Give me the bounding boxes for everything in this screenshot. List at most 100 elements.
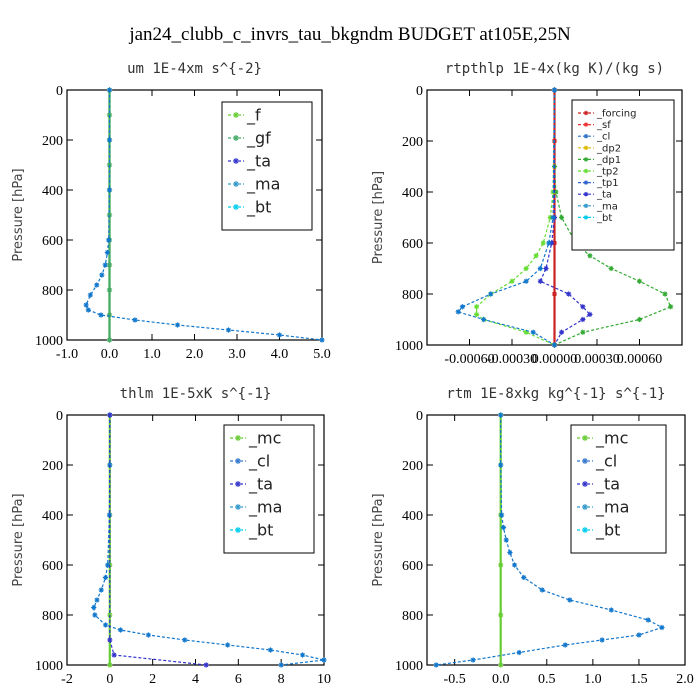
series-point-dp1 (636, 278, 643, 284)
series-point-bt (455, 309, 461, 315)
series-point-bt (106, 137, 113, 143)
y-tick-label: 0 (56, 84, 63, 99)
series-point-ta (203, 662, 209, 668)
series-point-cl (645, 617, 651, 623)
x-tick-label: 0.5 (538, 672, 556, 687)
series-point-gf (106, 287, 113, 293)
x-tick-label: 0.0 (101, 347, 119, 362)
legend-entry: _dp2 (596, 143, 621, 154)
x-tick-label: 0.00030 (574, 352, 620, 367)
legend-entry: _ta (248, 475, 273, 495)
y-tick-label: 600 (42, 559, 63, 574)
series-point-cl (94, 597, 100, 603)
series-point-bt (537, 265, 543, 272)
y-tick-label: 600 (402, 237, 423, 252)
y-tick-label: 800 (402, 288, 423, 303)
series-point-cl (321, 657, 327, 663)
series-point-dp1 (662, 291, 668, 297)
legend-entry: _f (246, 106, 261, 126)
legend-marker (583, 215, 589, 220)
x-tick-label: 2.0 (676, 672, 694, 687)
y-axis-label: Pressure [hPa] (11, 493, 26, 586)
x-tick-label: 6 (235, 672, 242, 687)
series-point-bt (319, 337, 325, 343)
series-point-mc (498, 612, 504, 618)
x-tick-label: -2 (61, 672, 73, 687)
series-point-bt (106, 237, 112, 243)
legend-entry: _ma (248, 498, 282, 518)
legend-entry: _bt (596, 213, 612, 224)
series-point-cl (145, 632, 151, 638)
legend-marker (235, 481, 241, 487)
x-tick-label: -1.0 (56, 347, 78, 362)
legend-marker (583, 168, 589, 174)
series-point-cl (92, 612, 98, 618)
series-point-ta (549, 240, 555, 246)
series-point-cl (299, 652, 306, 658)
x-tick-label: 8 (278, 672, 285, 687)
legend-entry: _ta (246, 152, 271, 172)
series-point-bt (530, 329, 536, 335)
y-tick-label: 0 (416, 84, 423, 99)
series-point-gf (106, 312, 113, 318)
x-tick-label: 0.00060 (617, 352, 663, 367)
legend-entry: _ma (596, 201, 618, 212)
legend-entry: _ta (596, 190, 612, 201)
series-point-ta (587, 311, 593, 317)
y-axis-label: Pressure [hPa] (371, 493, 386, 586)
series-point-forcing (551, 291, 558, 297)
y-tick-label: 1000 (35, 334, 63, 349)
series-point-forcing (551, 240, 558, 246)
legend-marker (583, 157, 589, 162)
panel-4: rtm 1E-8xkg kg^{-1} s^{-1} Pressure [hPa]… (371, 386, 694, 687)
panel-title: thlm 1E-5xK s^{-1} (120, 386, 272, 402)
y-tick-label: 1000 (395, 339, 423, 354)
series-point-tp2 (473, 304, 480, 310)
series-point-gf (106, 337, 113, 343)
series-point-bt (98, 312, 104, 318)
figure-title: jan24_clubb_c_invrs_tau_bkgndm BUDGET at… (128, 24, 571, 45)
series-point-dp1 (636, 316, 643, 323)
legend-entry: _ta (595, 475, 620, 495)
series-point-bt (488, 291, 494, 297)
legend-entry: _cl (595, 452, 617, 472)
legend-entry: _bt (595, 521, 620, 541)
series-point-dp1 (587, 253, 593, 259)
legend-marker (235, 435, 241, 441)
y-tick-label: 200 (42, 459, 63, 474)
y-tick-label: 200 (42, 134, 63, 149)
series-point-bt (551, 342, 558, 348)
x-tick-label: -0.00030 (487, 352, 537, 367)
series-point-bt (104, 249, 110, 256)
legend-marker (583, 110, 589, 116)
series-point-cl (608, 607, 614, 613)
series-point-bt (551, 87, 558, 93)
x-tick-label: 4.0 (271, 347, 289, 362)
legend-box (571, 99, 675, 251)
series-point-mc (498, 562, 504, 568)
series-point-bt (106, 87, 113, 93)
y-tick-label: 200 (402, 459, 423, 474)
series-point-dp1 (608, 265, 614, 272)
legend-entry: _bt (246, 198, 271, 218)
x-tick-label: -0.5 (444, 672, 466, 687)
series-point-tp2 (540, 240, 546, 246)
series-point-bt (481, 316, 487, 323)
x-tick-label: 3.0 (228, 347, 246, 362)
legend-marker (233, 204, 239, 210)
series-point-bt (550, 214, 556, 221)
series-point-cl (278, 662, 284, 668)
series-point-bt (459, 304, 466, 310)
series-point-cl (182, 637, 188, 643)
y-tick-label: 1000 (35, 659, 63, 674)
legend-marker (582, 527, 588, 533)
legend-marker (582, 504, 588, 510)
legend-marker (583, 180, 589, 185)
legend-marker (233, 112, 239, 118)
panel-title: rtpthlp 1E-4x(kg K)/(kg s) (445, 61, 664, 77)
series-point-ta (558, 329, 565, 335)
y-tick-label: 400 (402, 186, 423, 201)
series-point-cl (105, 562, 111, 568)
series-point-cl (507, 549, 513, 556)
